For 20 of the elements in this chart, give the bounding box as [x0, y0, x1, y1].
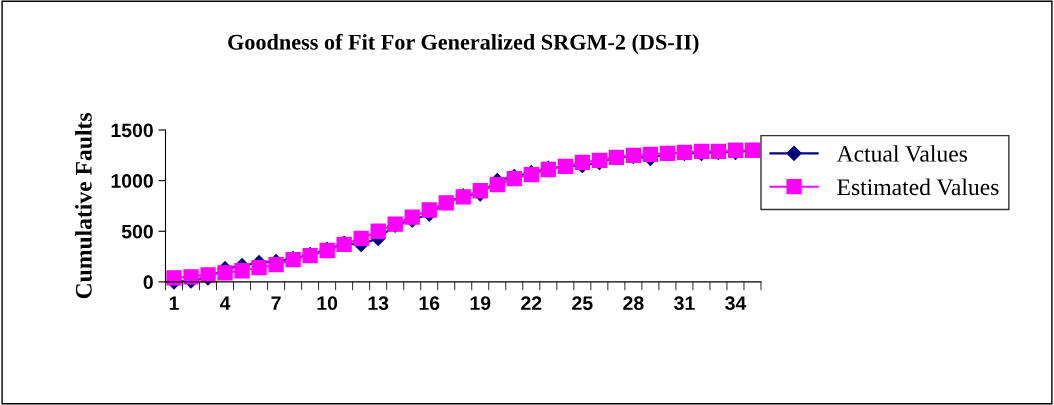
x-tick-label: 25 [572, 296, 593, 311]
y-tick-label: 1500 [111, 123, 153, 138]
x-tick-label: 1 [169, 296, 179, 310]
x-tick-label: 19 [470, 296, 491, 311]
x-tick-label: 28 [623, 296, 644, 311]
y-tick-label: 0 [143, 275, 153, 290]
x-tick-label: 10 [317, 296, 338, 311]
x-tick-label: 4 [219, 296, 231, 310]
y-tick-label: 500 [121, 224, 153, 239]
x-tick-label: 22 [521, 296, 542, 310]
chart-title: Goodness of Fit For Generalized SRGM-2 (DS-II) [228, 33, 699, 55]
x-tick-label: 16 [419, 296, 440, 311]
x-tick-label: 13 [368, 296, 389, 311]
legend-label: Estimated Values [837, 178, 999, 196]
x-tick-label: 34 [725, 296, 747, 311]
legend-label: Actual Values [836, 145, 968, 162]
x-tick-label: 7 [271, 296, 281, 310]
x-tick-label: 31 [674, 296, 695, 311]
y-tick-label: 1000 [111, 174, 153, 188]
y-axis-title: Cumulative Faults [75, 113, 92, 299]
